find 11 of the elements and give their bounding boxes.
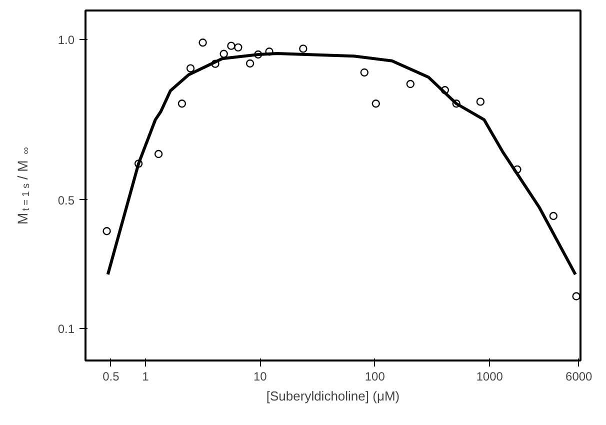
x-tick-label: 100	[364, 370, 386, 384]
y-axis-title: Mt = 1 s / M∞	[14, 147, 32, 224]
x-tick-label: 0.5	[102, 370, 120, 384]
x-tick-label: 6000	[566, 370, 593, 384]
y-tick-label: 1.0	[58, 32, 75, 47]
x-axis-title: [Suberyldicholine] (μM)	[266, 388, 400, 404]
x-tick-label: 1	[142, 370, 150, 384]
y-tick-label: 0.5	[58, 193, 75, 208]
x-tick-label: 1000	[476, 370, 504, 384]
x-tick-label: 10	[254, 370, 268, 384]
y-tick-label: 0.1	[58, 322, 75, 336]
